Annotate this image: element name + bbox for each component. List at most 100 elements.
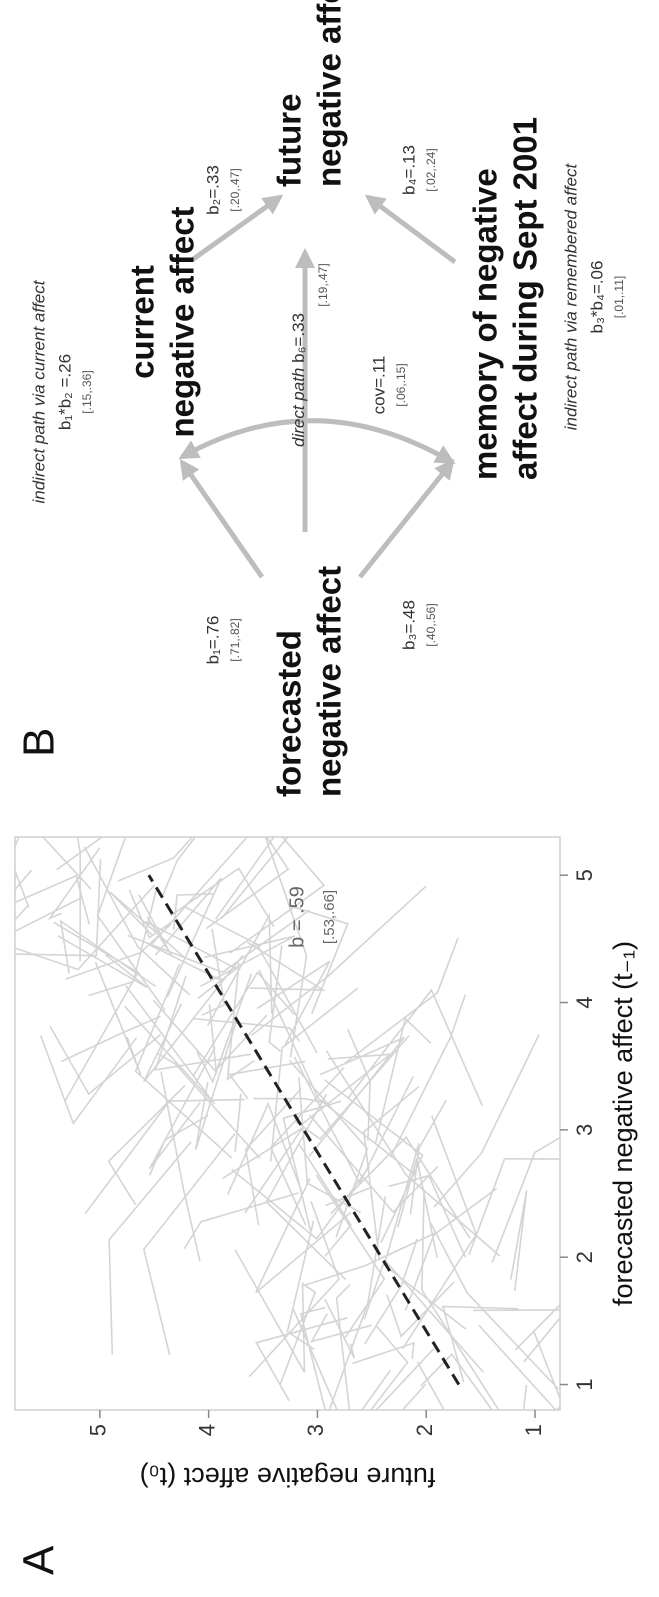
edge-ci: [.71,.82] <box>228 618 242 661</box>
trajectory <box>286 1220 315 1351</box>
trajectory <box>250 885 427 1037</box>
y-tick-label: 1 <box>521 1424 546 1436</box>
trajectory <box>473 1309 560 1363</box>
trajectory <box>510 1190 528 1291</box>
trajectory <box>39 1035 138 1125</box>
trajectory <box>293 1056 414 1186</box>
trajectory <box>83 846 191 996</box>
trajectory <box>292 1309 435 1410</box>
trajectory <box>364 1238 418 1345</box>
trajectory <box>268 945 283 1053</box>
trajectory <box>227 1060 306 1100</box>
trajectory <box>128 889 177 939</box>
indirect-ci: [.15,.36] <box>80 370 94 413</box>
x-tick-label: 3 <box>572 1124 597 1136</box>
trajectory <box>222 1127 304 1214</box>
trajectory <box>416 1361 487 1410</box>
trajectory <box>478 1324 560 1410</box>
trajectory <box>347 988 484 1107</box>
edge-label: b₂=.33 <box>203 165 222 215</box>
trajectory <box>149 837 251 981</box>
arrow <box>190 194 284 263</box>
edge-coef: b₆=.33 <box>289 313 308 363</box>
trajectory <box>327 1196 387 1410</box>
node-label: forecasted <box>271 630 308 797</box>
trajectory <box>325 1050 501 1257</box>
trajectory <box>84 1098 245 1215</box>
trajectory <box>269 987 359 1162</box>
trajectory <box>299 1306 329 1410</box>
trajectory <box>325 1187 371 1207</box>
x-tick-label: 2 <box>572 1251 597 1263</box>
indirect-text: indirect path via remembered affect <box>561 162 580 430</box>
node-label: future <box>271 94 308 188</box>
arrow <box>358 458 455 579</box>
node-label: negative affect <box>311 0 348 187</box>
trajectory <box>335 1283 351 1410</box>
edge-prefix: direct path <box>289 368 308 447</box>
indirect-label: b₃*b₄=.06 <box>587 261 606 334</box>
trajectory <box>227 1101 303 1195</box>
edge-label: cov=.11 <box>369 356 388 415</box>
indirect-label: b₁*b₂ =.26 <box>55 354 74 430</box>
arrow <box>179 458 265 579</box>
trajectory <box>15 837 102 880</box>
trajectory <box>192 970 295 1077</box>
trajectory <box>57 935 148 989</box>
x-tick-label: 4 <box>572 996 597 1008</box>
edge-ci: [.02,.24] <box>424 148 438 191</box>
edge-ci: [.40,.56] <box>424 603 438 646</box>
node-label: affect during Sept 2001 <box>507 117 544 480</box>
trajectory <box>56 837 170 871</box>
trajectory <box>255 1317 348 1402</box>
trajectory <box>288 1059 369 1238</box>
trajectory <box>258 969 417 1177</box>
trajectory <box>148 1047 216 1170</box>
trajectory <box>156 1052 261 1159</box>
panel-label: A <box>15 1545 64 1575</box>
y-tick-label: 4 <box>194 1424 219 1436</box>
trajectory <box>246 941 326 991</box>
trajectory <box>117 837 221 882</box>
node-label: memory of negative <box>467 168 504 480</box>
trajectory <box>298 1143 352 1257</box>
trajectory <box>291 905 349 1014</box>
indirect-ci: [.01,.11] <box>612 276 626 318</box>
annotation-ci: [.53,.66] <box>321 890 338 944</box>
edge-label: direct path b₆=.33 <box>289 313 308 447</box>
node-label: negative affect <box>311 566 348 797</box>
edge-label: b₃=.48 <box>399 600 418 650</box>
edge-ci: [.19,.47] <box>316 263 330 306</box>
y-tick-label: 3 <box>303 1424 328 1436</box>
edge-label: b₁=.76 <box>203 616 222 665</box>
trajectory <box>433 1034 540 1208</box>
node-label: current <box>124 265 161 379</box>
trajectory <box>107 1085 186 1206</box>
trajectory <box>324 1079 424 1243</box>
trajectory <box>194 1020 238 1150</box>
x-axis-label: forecasted negative affect (t₋₁) <box>608 941 638 1306</box>
trajectory <box>207 912 273 1026</box>
trajectory <box>330 1135 471 1239</box>
trajectory <box>491 1134 560 1263</box>
trajectory <box>374 1016 432 1144</box>
trajectory <box>355 1325 409 1410</box>
annotation: b = .59 <box>286 886 308 948</box>
trajectory <box>344 937 459 1064</box>
trajectory <box>15 837 43 908</box>
trajectory <box>389 994 466 1158</box>
x-tick-label: 5 <box>572 869 597 881</box>
trajectory <box>302 1231 437 1287</box>
trajectory <box>386 1281 455 1338</box>
trajectory <box>154 975 252 1071</box>
trajectory <box>47 847 101 921</box>
trajectory <box>430 1223 559 1390</box>
trajectory <box>315 1174 386 1339</box>
trajectory <box>397 1158 438 1258</box>
trajectory <box>248 1200 340 1378</box>
trajectory <box>124 985 216 1105</box>
edge-space <box>289 363 308 368</box>
trajectory <box>352 1341 415 1365</box>
trajectory <box>421 1190 506 1410</box>
